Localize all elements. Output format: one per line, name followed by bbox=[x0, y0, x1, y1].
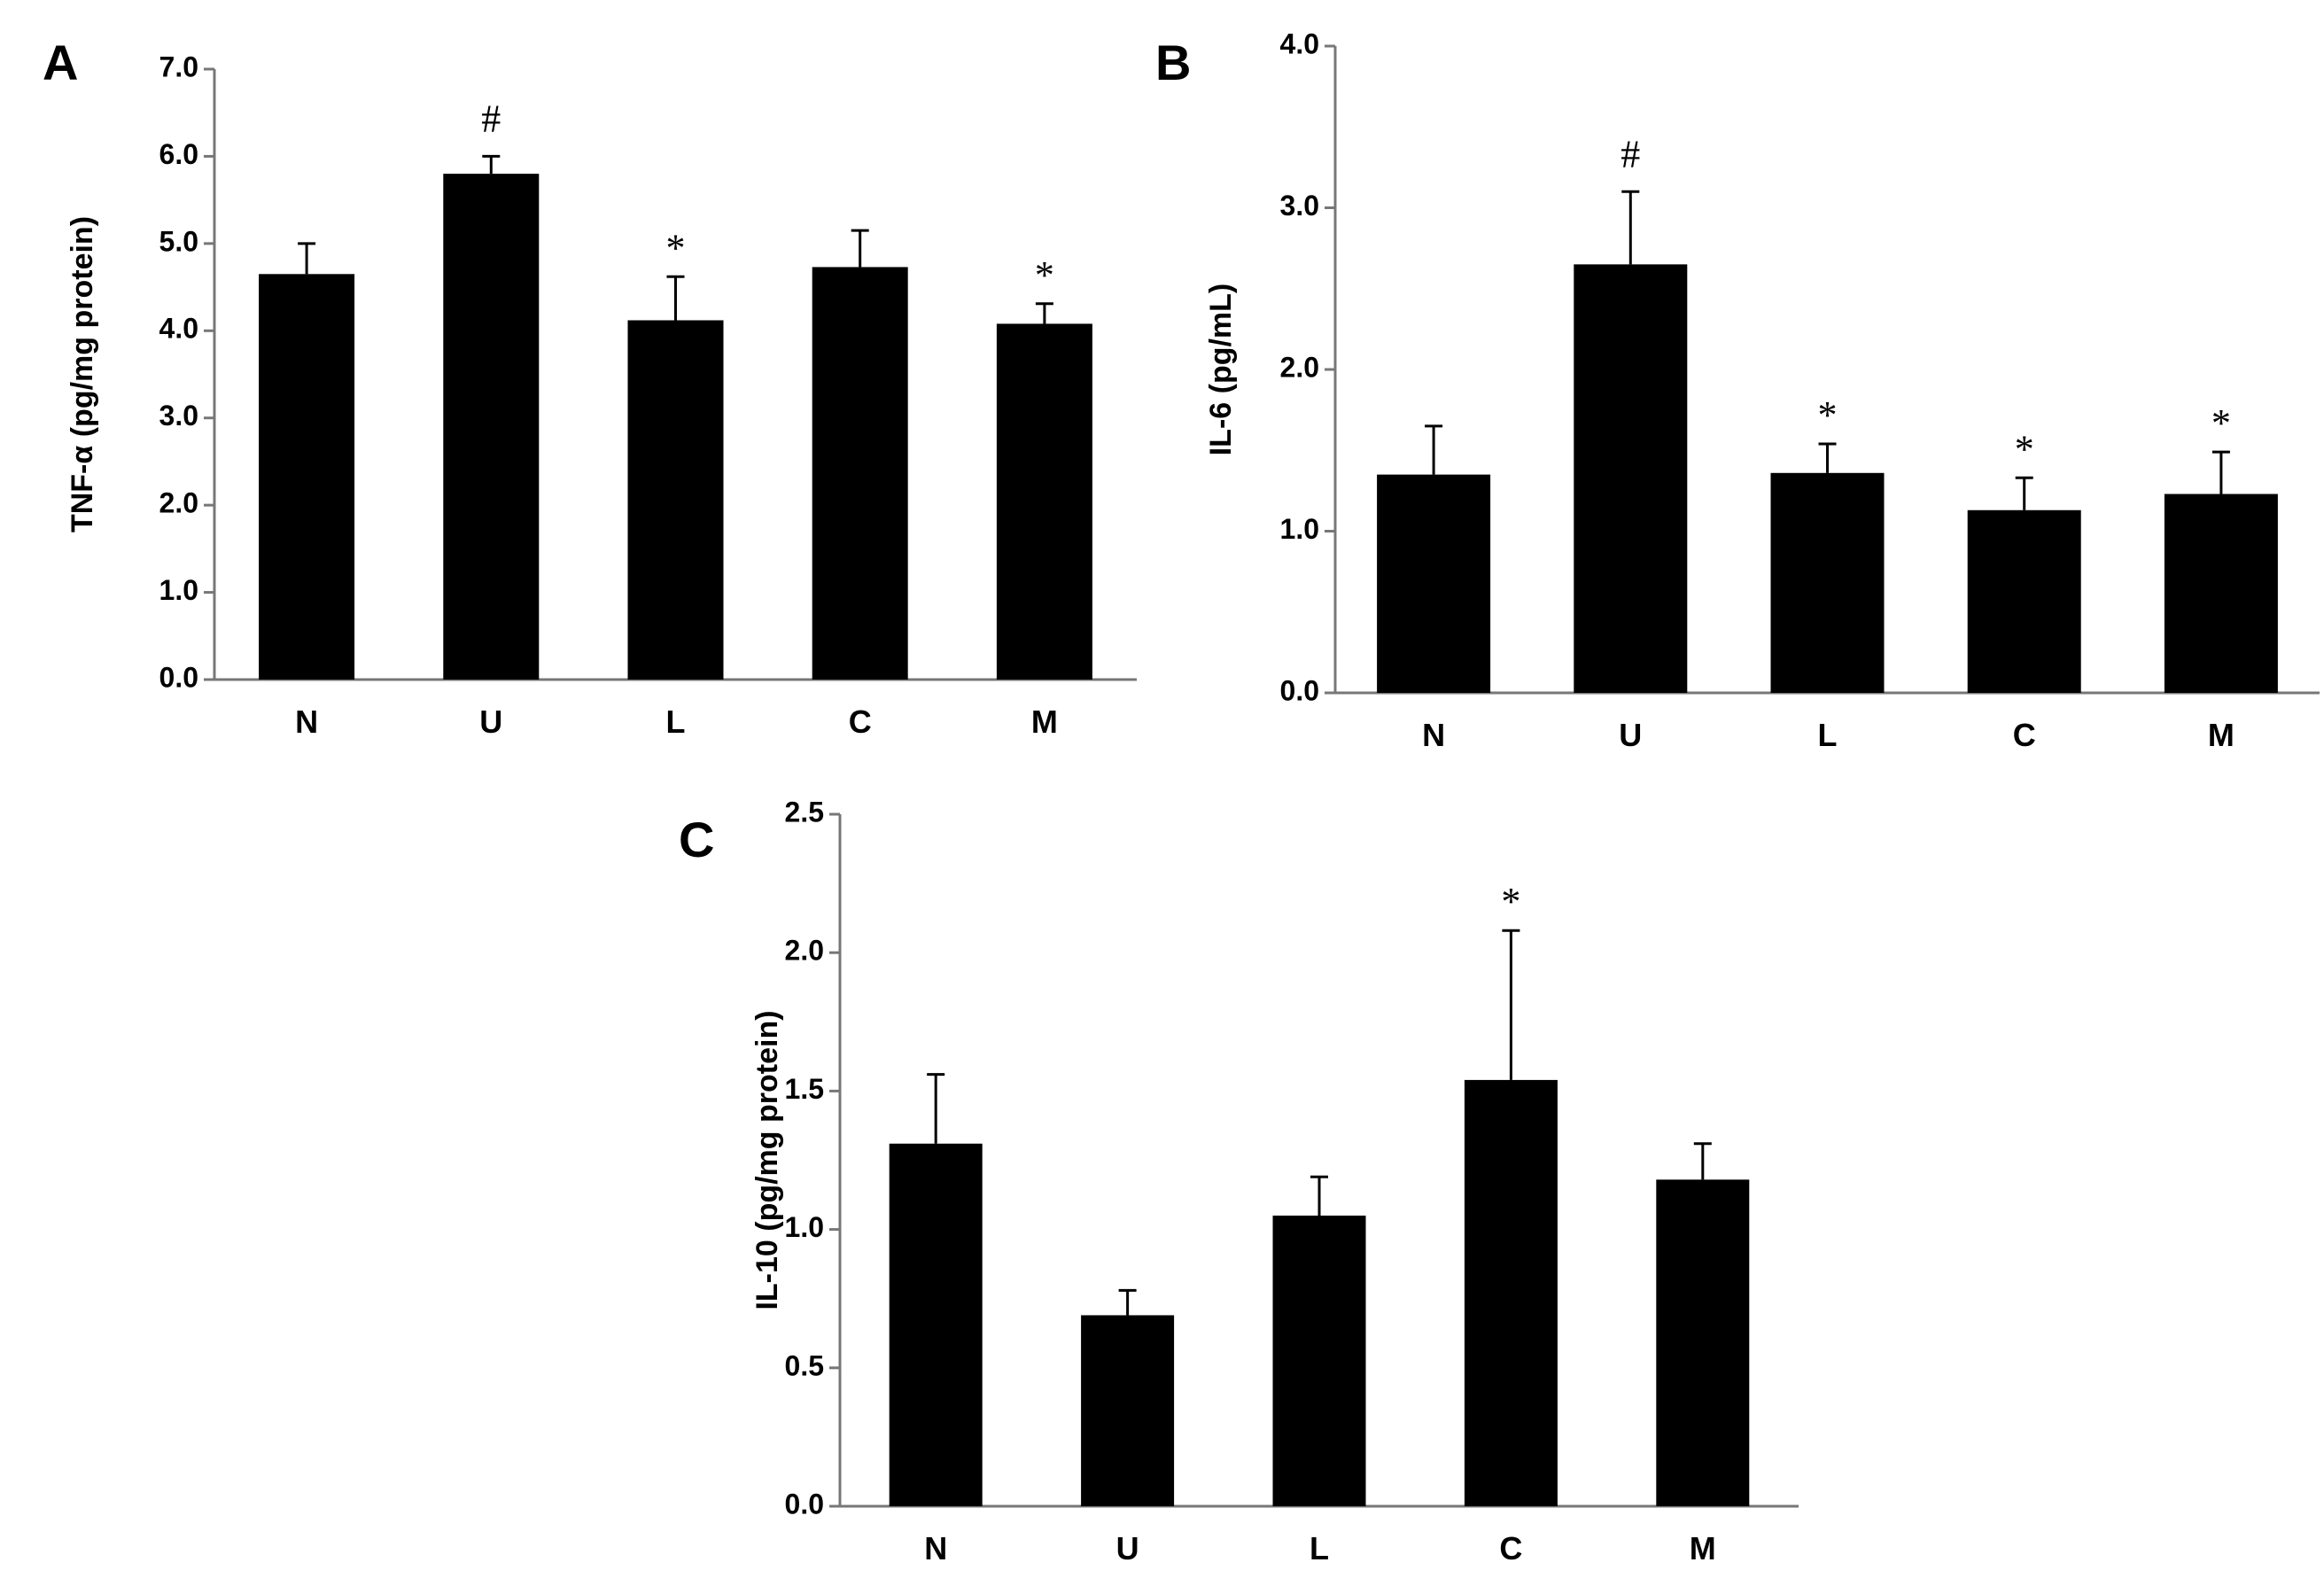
x-tick-label: U bbox=[1619, 717, 1642, 753]
y-tick-label: 2.0 bbox=[1280, 351, 1319, 383]
bar-m bbox=[1656, 1179, 1750, 1506]
x-tick-label: M bbox=[2208, 717, 2235, 753]
y-tick-label: 4.0 bbox=[1280, 27, 1319, 59]
y-tick-label: 1.0 bbox=[785, 1211, 824, 1243]
chart-panel-c: C 0.0 0.5 1.0 1.5 2.0 2.5 IL-10 (pg/mg protein)… bbox=[679, 796, 1799, 1566]
bar-c bbox=[1464, 1079, 1558, 1506]
y-tick-label: 3.0 bbox=[1280, 190, 1319, 222]
bar-n bbox=[1377, 474, 1491, 693]
x-tick-label: L bbox=[1310, 1530, 1329, 1566]
y-tick-label: 0.5 bbox=[785, 1349, 824, 1381]
bar-n bbox=[889, 1143, 983, 1506]
bar-l bbox=[627, 320, 724, 680]
y-tick-label: 2.5 bbox=[785, 796, 824, 828]
x-tick-label: N bbox=[1422, 717, 1445, 753]
x-tick-label: C bbox=[2013, 717, 2036, 753]
y-tick-label: 3.0 bbox=[159, 400, 198, 431]
bar-m bbox=[996, 323, 1092, 680]
significance-marker: * bbox=[1818, 393, 1838, 437]
x-tick-label: C bbox=[1499, 1530, 1522, 1566]
y-axis-title: IL-6 (pg/mL) bbox=[1204, 284, 1238, 456]
significance-marker: * bbox=[2211, 401, 2231, 445]
significance-marker: * bbox=[2015, 427, 2034, 470]
bar-c bbox=[1967, 509, 2081, 693]
y-tick-label: 1.5 bbox=[785, 1073, 824, 1105]
x-tick-label: U bbox=[479, 703, 502, 740]
y-axis-title: IL-10 (pg/mg protein) bbox=[750, 1010, 784, 1310]
significance-marker: # bbox=[1621, 132, 1640, 175]
x-tick-label: N bbox=[924, 1530, 947, 1566]
panel-label: B bbox=[1155, 35, 1191, 90]
y-tick-label: 2.0 bbox=[785, 935, 824, 967]
bar-l bbox=[1272, 1215, 1366, 1506]
panel-label: A bbox=[43, 35, 78, 90]
y-tick-label: 2.0 bbox=[159, 487, 198, 519]
bar-c bbox=[812, 267, 908, 680]
y-tick-label: 6.0 bbox=[159, 138, 198, 170]
bar-n bbox=[259, 274, 355, 680]
bar-l bbox=[1770, 472, 1885, 693]
significance-marker: # bbox=[481, 97, 501, 140]
y-axis-title: TNF-α (pg/mg protein) bbox=[66, 216, 99, 532]
y-tick-label: 4.0 bbox=[159, 313, 198, 345]
y-tick-label: 1.0 bbox=[159, 574, 198, 606]
significance-marker: * bbox=[1035, 253, 1054, 297]
y-tick-label: 7.0 bbox=[159, 51, 198, 82]
x-tick-label: C bbox=[849, 703, 872, 740]
bar-u bbox=[1574, 264, 1688, 693]
bar-m bbox=[2164, 494, 2278, 693]
x-tick-label: M bbox=[1690, 1530, 1716, 1566]
x-tick-label: N bbox=[295, 703, 318, 740]
x-tick-label: U bbox=[1116, 1530, 1139, 1566]
x-tick-label: L bbox=[666, 703, 686, 740]
y-tick-label: 1.0 bbox=[1280, 513, 1319, 545]
bar-u bbox=[1081, 1315, 1175, 1506]
y-tick-label: 5.0 bbox=[159, 225, 198, 257]
significance-marker: * bbox=[1501, 880, 1520, 923]
bar-u bbox=[443, 174, 540, 680]
significance-marker: * bbox=[666, 226, 686, 269]
y-tick-label: 0.0 bbox=[785, 1488, 824, 1520]
panel-label: C bbox=[679, 812, 714, 867]
chart-panel-b: B 0.0 1.0 2.0 3.0 4.0 IL-6 (pg/mL) N U # L * C * M * bbox=[1155, 27, 2320, 753]
chart-panel-a: A 0.0 1.0 2.0 3.0 4.0 5.0 6.0 7.0 TNF-α (pg/mg pr… bbox=[43, 35, 1137, 740]
y-tick-label: 0.0 bbox=[159, 661, 198, 693]
y-tick-label: 0.0 bbox=[1280, 674, 1319, 706]
x-tick-label: M bbox=[1031, 703, 1058, 740]
x-tick-label: L bbox=[1818, 717, 1838, 753]
